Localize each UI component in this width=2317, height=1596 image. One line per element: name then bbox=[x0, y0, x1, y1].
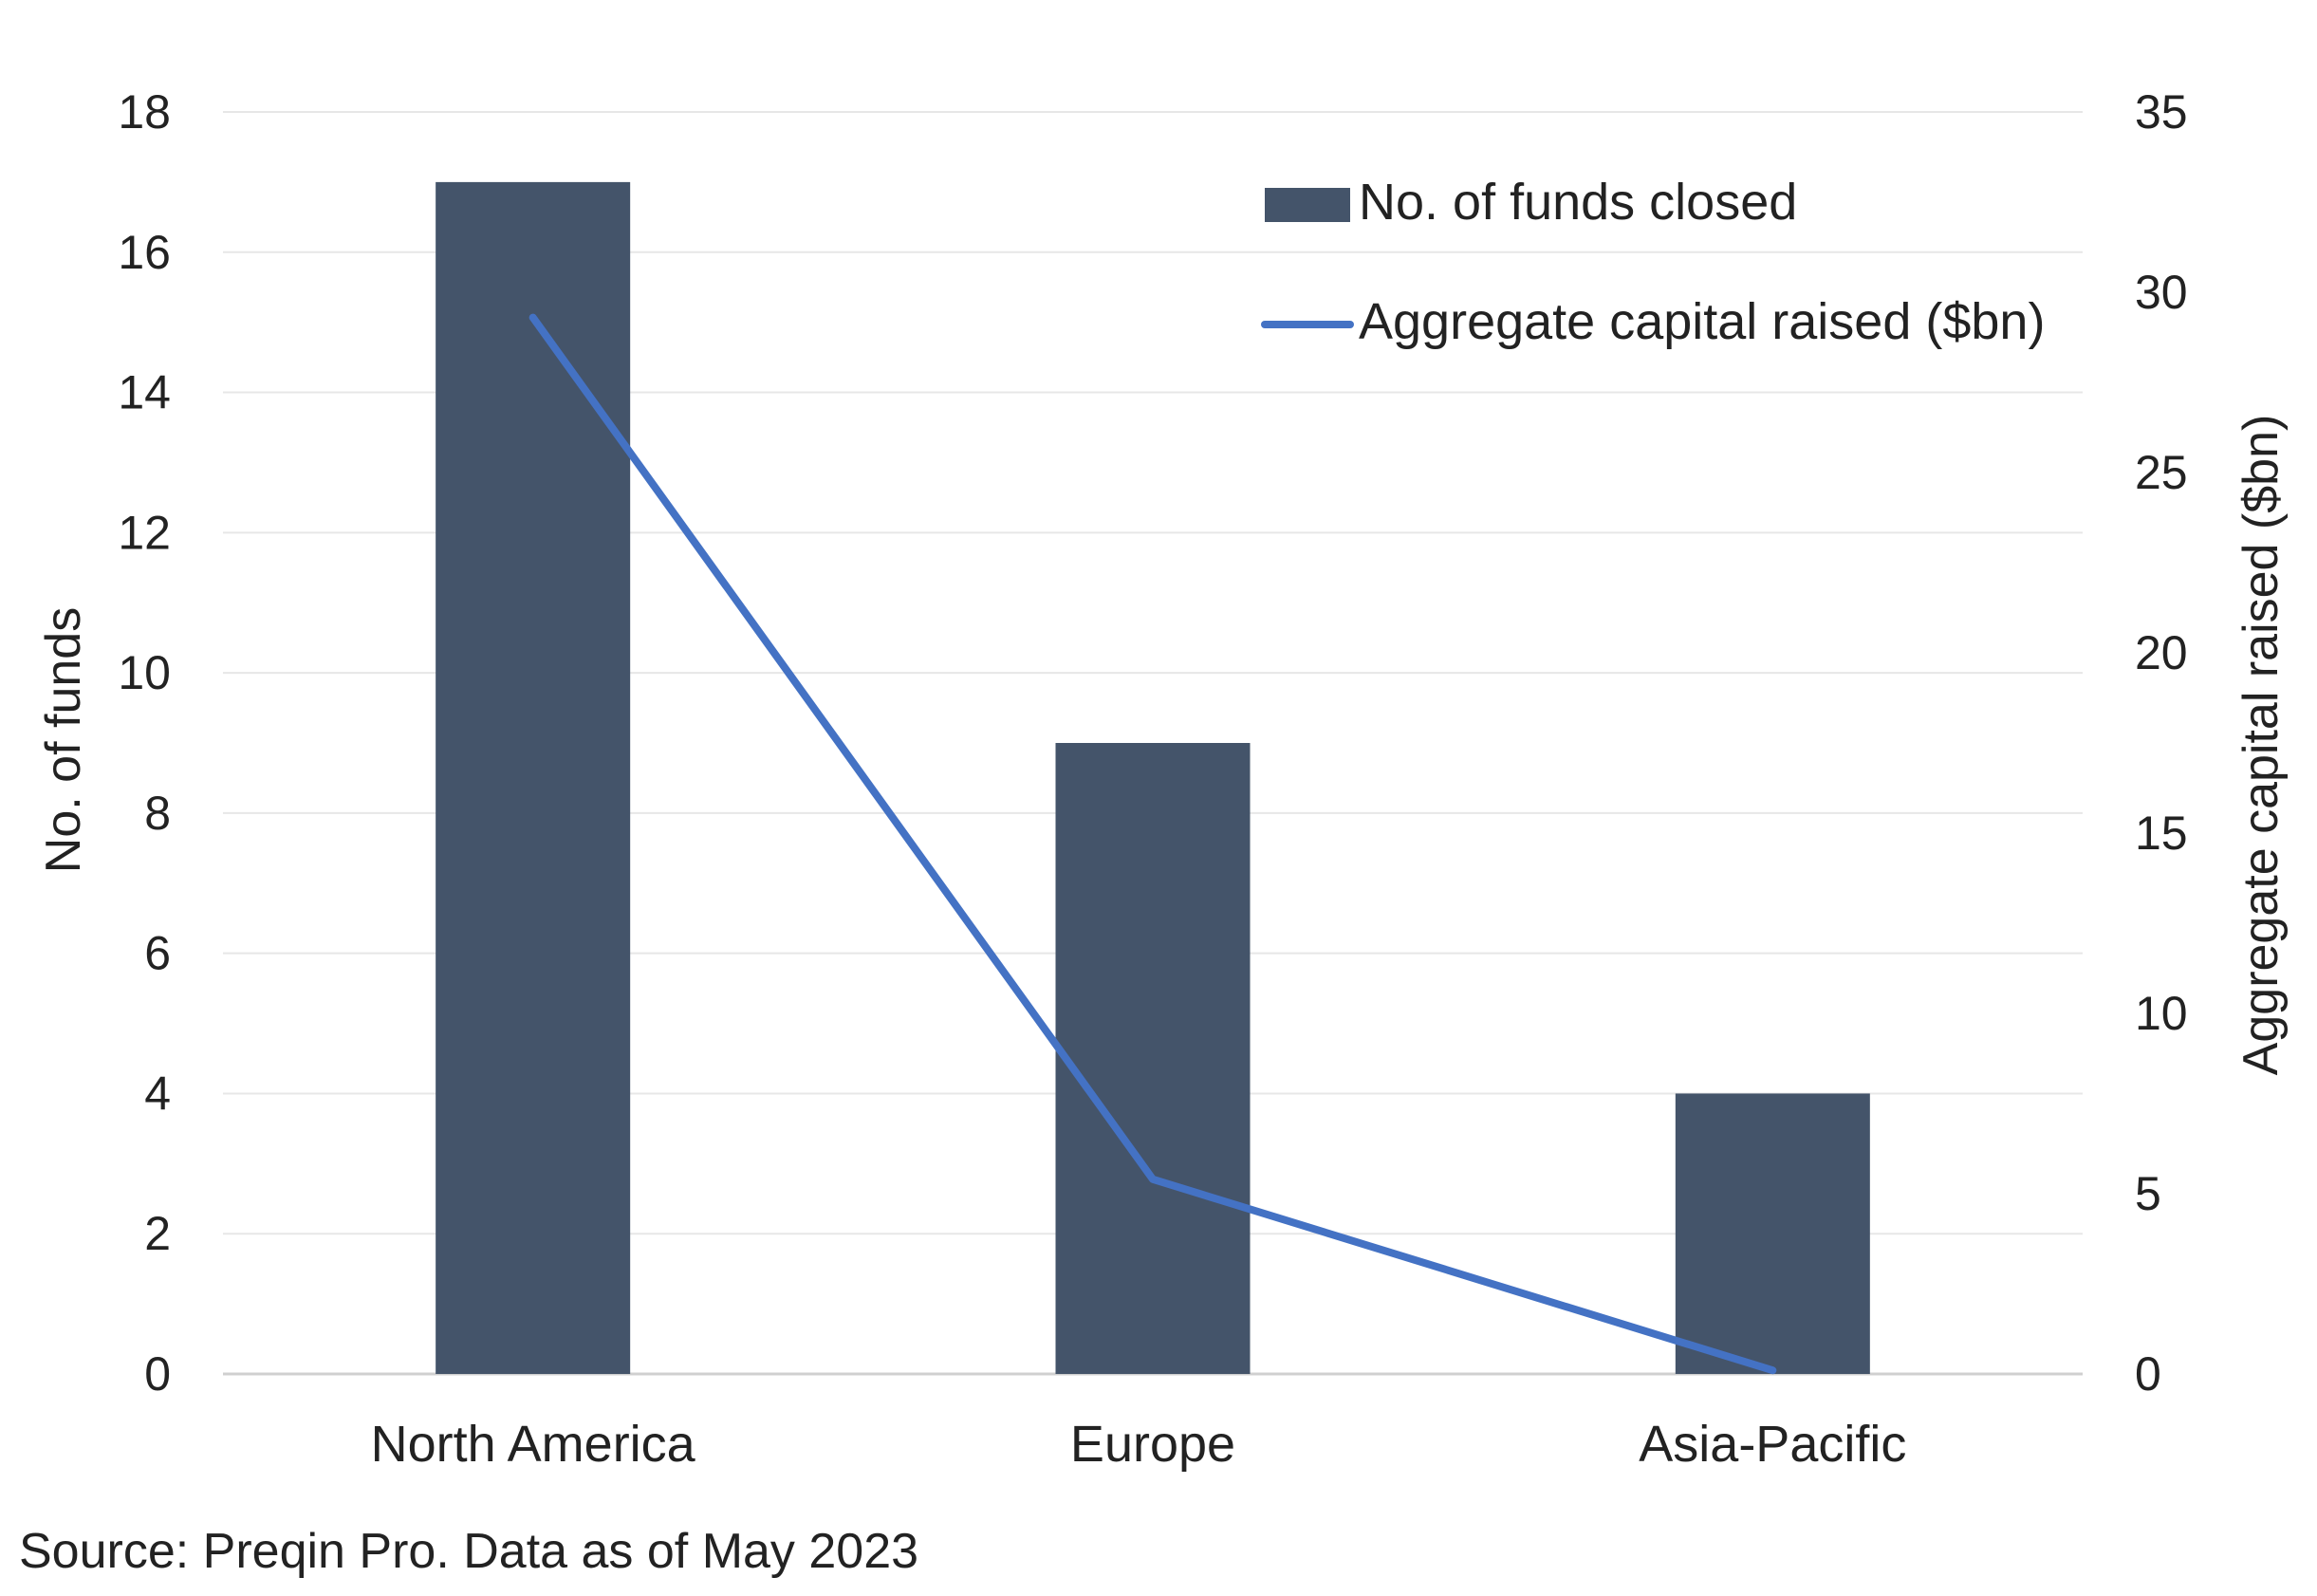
left-tick-label: 18 bbox=[118, 85, 171, 139]
right-axis-ticks: 0 5 10 15 20 25 30 35 bbox=[2135, 85, 2188, 1401]
left-tick-label: 10 bbox=[118, 646, 171, 699]
left-tick-label: 12 bbox=[118, 506, 171, 559]
category-label: North America bbox=[371, 1416, 696, 1473]
category-labels: North America Europe Asia-Pacific bbox=[371, 1416, 1907, 1473]
right-tick-label: 15 bbox=[2135, 807, 2188, 860]
line-series bbox=[528, 313, 1777, 1375]
bar bbox=[1675, 1093, 1870, 1374]
left-tick-label: 2 bbox=[144, 1207, 171, 1260]
legend-bar-swatch bbox=[1265, 188, 1350, 222]
bar bbox=[436, 181, 631, 1374]
right-tick-label: 25 bbox=[2135, 446, 2188, 499]
right-tick-label: 10 bbox=[2135, 987, 2188, 1040]
left-tick-label: 4 bbox=[144, 1067, 171, 1120]
right-tick-label: 5 bbox=[2135, 1167, 2161, 1220]
category-label: Asia-Pacific bbox=[1639, 1416, 1906, 1473]
right-tick-label: 20 bbox=[2135, 626, 2188, 679]
category-label: Europe bbox=[1070, 1416, 1235, 1473]
left-axis-ticks: 0 2 4 6 8 10 12 14 16 18 bbox=[118, 85, 171, 1401]
source-note: Source: Preqin Pro. Data as of May 2023 bbox=[19, 1524, 919, 1579]
left-tick-label: 6 bbox=[144, 927, 171, 980]
left-tick-label: 0 bbox=[144, 1347, 171, 1401]
left-tick-label: 14 bbox=[118, 366, 171, 419]
left-tick-label: 16 bbox=[118, 226, 171, 279]
legend-bar-label: No. of funds closed bbox=[1359, 174, 1797, 231]
right-tick-label: 35 bbox=[2135, 85, 2188, 139]
bar-series bbox=[436, 181, 1870, 1374]
legend-line-label: Aggregate capital raised ($bn) bbox=[1359, 293, 2045, 350]
left-tick-label: 8 bbox=[144, 787, 171, 840]
bar bbox=[1055, 743, 1251, 1374]
left-axis-title: No. of funds bbox=[36, 607, 91, 873]
series-line bbox=[528, 313, 1777, 1375]
right-tick-label: 0 bbox=[2135, 1347, 2161, 1401]
legend: No. of funds closed Aggregate capital ra… bbox=[1261, 174, 2045, 350]
right-tick-label: 30 bbox=[2135, 266, 2188, 319]
right-axis-title: Aggregate capital raised ($bn) bbox=[2234, 415, 2289, 1076]
